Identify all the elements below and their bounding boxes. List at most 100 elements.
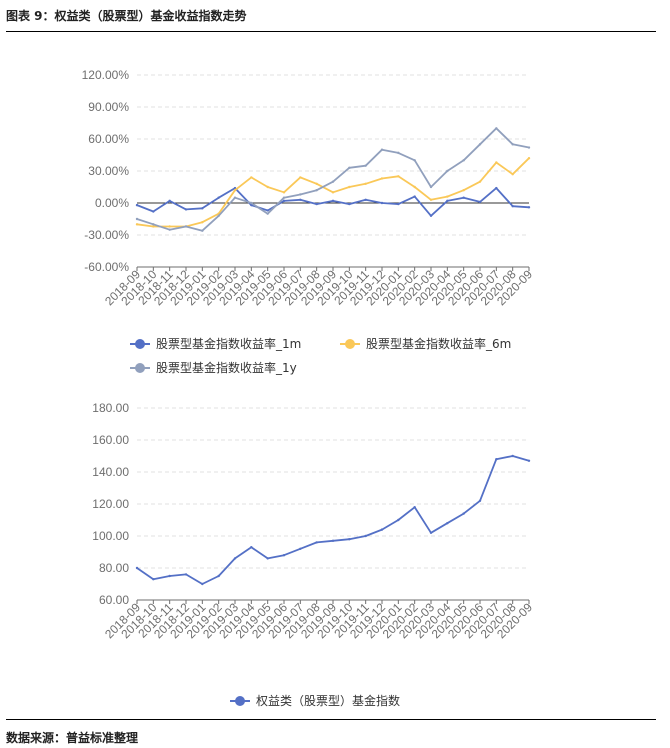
data-point — [380, 177, 384, 180]
data-point — [217, 196, 220, 199]
data-point — [250, 176, 253, 179]
data-point — [511, 454, 514, 458]
data-point — [217, 214, 220, 217]
data-point — [397, 202, 400, 206]
data-point — [429, 198, 433, 201]
data-point — [397, 175, 400, 178]
y-tick-label: 140.00 — [92, 465, 129, 479]
data-point — [282, 191, 286, 194]
data-point — [527, 459, 531, 462]
chart-2: 60.00 80.00 100.00 120.00 140.00 160.00 180.00… — [92, 401, 535, 708]
data-point — [462, 512, 465, 515]
data-point — [364, 182, 367, 185]
data-point — [495, 458, 498, 461]
data-point — [331, 180, 335, 183]
y-tick-label: 0.00% — [95, 196, 129, 210]
data-point — [380, 148, 384, 151]
data-point — [413, 506, 416, 509]
data-point — [152, 210, 155, 213]
data-point — [527, 206, 531, 209]
data-point — [462, 196, 465, 199]
y-tick-label: 30.00% — [88, 164, 129, 178]
data-point — [282, 554, 286, 557]
y-tick-label: 160.00 — [92, 433, 129, 447]
y-tick-label: -30.00% — [84, 228, 129, 242]
data-point — [184, 208, 188, 211]
data-point — [299, 176, 302, 179]
data-point — [527, 146, 531, 149]
data-point — [348, 166, 351, 169]
y-tick-label: -60.00% — [84, 260, 129, 274]
data-point — [364, 534, 367, 538]
legend-label: 权益类（股票型）基金指数 — [256, 693, 400, 708]
data-point — [478, 180, 482, 183]
y-tick-label: 180.00 — [92, 401, 129, 415]
data-point — [266, 209, 269, 212]
data-point — [462, 189, 465, 192]
data-point — [429, 214, 433, 217]
data-point — [135, 223, 139, 226]
bottom-rule — [6, 719, 656, 720]
data-point — [315, 541, 318, 544]
data-point — [201, 229, 204, 232]
figure-title: 图表 9：权益类（股票型）基金收益指数走势 — [6, 9, 247, 23]
data-point — [168, 225, 171, 228]
data-point — [527, 157, 531, 160]
data-point — [152, 578, 155, 581]
data-point — [135, 566, 139, 570]
y-tick-label: 60.00% — [88, 132, 129, 146]
data-point — [380, 528, 384, 531]
data-point — [266, 557, 269, 560]
data-point — [201, 221, 204, 224]
data-point — [446, 199, 449, 203]
data-point — [478, 143, 482, 146]
data-point — [446, 169, 449, 173]
y-tick-label: 80.00 — [99, 561, 129, 575]
data-point — [168, 574, 171, 578]
data-point — [201, 207, 204, 210]
data-point — [478, 200, 482, 204]
data-point — [511, 205, 514, 208]
data-source: 数据来源：普益标准整理 — [6, 731, 139, 745]
legend-label: 股票型基金指数收益率_1y — [156, 360, 297, 375]
data-point — [413, 159, 416, 162]
data-point — [331, 191, 335, 194]
series-line-1 — [136, 455, 530, 585]
data-point — [364, 198, 367, 201]
data-point — [233, 189, 237, 192]
data-point — [315, 189, 318, 192]
data-point — [413, 185, 416, 189]
data-point — [250, 201, 253, 205]
data-point — [348, 202, 351, 206]
data-point — [135, 217, 139, 221]
data-point — [348, 538, 351, 541]
data-point — [446, 522, 449, 525]
top-rule — [6, 31, 656, 32]
legend-marker — [235, 696, 245, 706]
data-point — [152, 223, 155, 226]
data-point — [299, 198, 302, 201]
data-point — [462, 159, 465, 162]
y-tick-label: 90.00% — [88, 100, 129, 114]
data-point — [511, 143, 514, 146]
data-point — [152, 225, 155, 228]
data-point — [397, 518, 400, 522]
series-line-3 — [136, 127, 530, 232]
data-point — [495, 161, 498, 164]
legend-marker — [135, 363, 145, 373]
data-point — [184, 225, 188, 228]
data-point — [135, 203, 139, 207]
y-tick-label: 120.00% — [82, 68, 130, 82]
data-point — [233, 557, 237, 560]
data-point — [348, 185, 351, 189]
y-tick-label: 100.00 — [92, 529, 129, 543]
data-point — [282, 199, 286, 203]
data-point — [413, 195, 416, 198]
legend-marker — [345, 339, 355, 349]
data-point — [429, 185, 433, 189]
data-point — [201, 582, 204, 586]
data-point — [299, 193, 302, 196]
data-point — [250, 203, 253, 207]
data-point — [217, 574, 220, 578]
data-point — [282, 196, 286, 199]
